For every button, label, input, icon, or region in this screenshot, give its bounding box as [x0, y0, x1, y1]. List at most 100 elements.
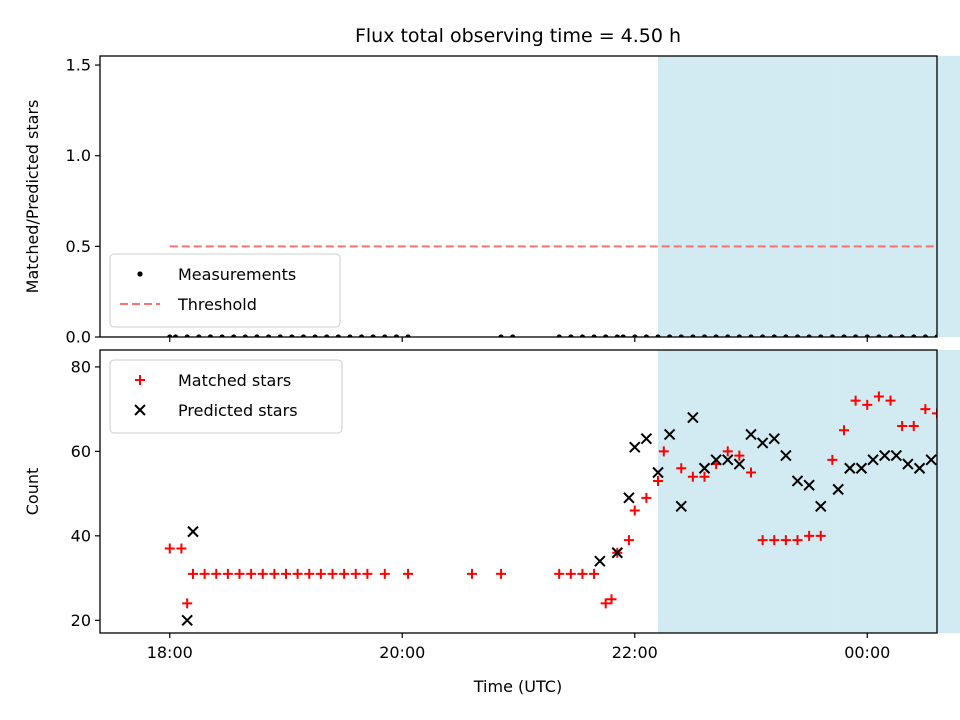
axes-frame-count — [99, 349, 938, 634]
data-point — [629, 441, 641, 453]
data-point — [855, 462, 868, 474]
data-point — [832, 483, 844, 496]
data-point — [745, 428, 757, 441]
legend-swatch — [134, 404, 146, 416]
data-point — [246, 568, 257, 579]
data-point — [757, 535, 768, 546]
x-tick-label: 00:00 — [844, 643, 890, 662]
data-point — [913, 462, 926, 474]
data-point — [867, 454, 879, 466]
legend-label: Predicted stars — [178, 401, 298, 420]
data-point — [676, 463, 687, 474]
y-axis-label: Count — [23, 468, 42, 516]
y-axis-label: Matched/Predicted stars — [23, 100, 42, 294]
y-tick-label: 1.5 — [66, 56, 91, 75]
data-point — [176, 543, 187, 554]
data-point — [640, 432, 653, 445]
data-point — [234, 568, 245, 579]
observing-window-1 — [838, 350, 960, 633]
data-point — [281, 568, 291, 579]
data-point — [565, 568, 576, 579]
data-point — [756, 437, 769, 449]
data-point — [746, 467, 756, 478]
data-point — [804, 530, 815, 541]
data-point — [339, 568, 350, 579]
legend-label: Threshold — [177, 295, 257, 314]
data-point — [658, 446, 669, 457]
data-point — [862, 399, 873, 410]
observing-window-1 — [838, 56, 960, 337]
x-tick-label: 22:00 — [612, 643, 658, 662]
data-point — [164, 543, 175, 554]
legend-count: Matched stars Predicted stars — [109, 359, 343, 434]
data-point — [768, 432, 780, 445]
legend-box — [109, 253, 341, 328]
axes-frame-ratio — [99, 55, 938, 338]
data-point — [606, 594, 617, 605]
data-point — [292, 568, 303, 579]
data-point — [467, 568, 477, 579]
x-axis-label: Time (UTC) — [473, 677, 562, 696]
data-point — [815, 530, 826, 541]
data-point — [623, 492, 635, 504]
data-point — [350, 568, 361, 579]
observing-window-0 — [658, 350, 839, 633]
data-point — [878, 449, 891, 462]
data-point — [722, 454, 734, 466]
legend-swatch — [135, 375, 145, 385]
y-tick-label: 60 — [71, 442, 91, 461]
data-point — [188, 568, 198, 579]
data-point — [815, 500, 827, 512]
data-point — [652, 466, 664, 479]
legend-ratio: Measurements Threshold — [109, 253, 341, 328]
data-point — [873, 391, 884, 402]
series-predicted-stars — [181, 411, 937, 627]
y-tick-label: 1.0 — [66, 146, 91, 165]
plot-area-count — [164, 391, 937, 627]
data-point — [675, 500, 687, 512]
x-tick-label: 18:00 — [147, 643, 193, 662]
x-tick-label: 20:00 — [379, 643, 425, 662]
chart-title: Flux total observing time = 4.50 h — [355, 25, 681, 47]
data-point — [663, 428, 676, 441]
y-tick-label: 40 — [71, 526, 91, 545]
legend-label: Matched stars — [178, 371, 291, 390]
data-point — [315, 568, 326, 579]
data-point — [839, 425, 849, 436]
data-point — [902, 458, 914, 470]
data-point — [182, 598, 193, 609]
data-point — [792, 535, 803, 546]
data-point — [722, 446, 733, 457]
data-point — [327, 568, 338, 579]
data-point — [600, 598, 611, 609]
data-point — [589, 568, 600, 579]
data-point — [769, 535, 780, 546]
y-tick-label: 80 — [71, 357, 91, 376]
data-point — [925, 454, 937, 466]
data-point — [733, 458, 746, 470]
panel-ratio: 0.0 0.5 1.0 1.5 Matched/Predicted stars Measu… — [23, 55, 960, 347]
data-point — [594, 555, 606, 567]
data-point — [734, 450, 745, 461]
data-point — [496, 568, 507, 579]
data-point — [623, 535, 634, 546]
data-point — [181, 614, 193, 627]
legend-label: Measurements — [178, 265, 296, 284]
data-point — [850, 395, 861, 406]
data-point — [698, 462, 711, 474]
data-point — [885, 395, 896, 406]
data-point — [641, 492, 652, 503]
data-point — [908, 421, 919, 432]
data-point — [403, 568, 414, 579]
data-point — [269, 568, 280, 579]
legend-box — [109, 359, 343, 434]
data-point — [897, 421, 908, 432]
y-tick-label: 0.0 — [66, 328, 91, 347]
data-point — [554, 568, 565, 579]
data-point — [611, 547, 624, 559]
data-point — [304, 568, 315, 579]
data-point — [803, 479, 815, 491]
y-tick-label: 20 — [71, 611, 91, 630]
data-point — [827, 454, 838, 465]
y-tick-label: 0.5 — [66, 237, 91, 256]
